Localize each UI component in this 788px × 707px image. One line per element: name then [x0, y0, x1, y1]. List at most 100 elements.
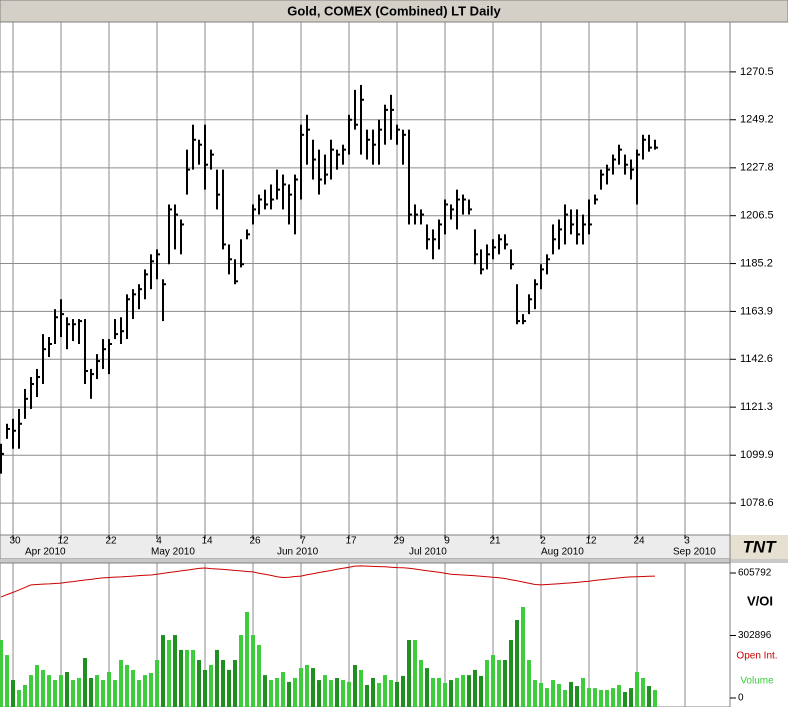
y-tick-label: 1249.2: [740, 114, 774, 126]
volume-bar: [89, 677, 93, 707]
volume-bar: [347, 681, 351, 707]
volume-bar: [611, 688, 615, 707]
volume-bar: [533, 680, 537, 707]
volume-bar: [503, 660, 507, 707]
volume-bar: [383, 675, 387, 707]
volume-bar: [563, 689, 567, 707]
x-tick-label: 29: [393, 536, 405, 547]
volume-bar: [617, 685, 621, 707]
volume-bar: [515, 620, 519, 707]
volume-bar: [551, 680, 555, 707]
y-tick-label: 1142.6: [740, 353, 773, 365]
volume-bar: [113, 680, 117, 707]
volume-bar: [269, 680, 273, 707]
y-tick-label: 302896: [738, 630, 772, 641]
month-label: Jul 2010: [409, 547, 447, 558]
volume-bar: [623, 692, 627, 707]
volume-bar: [437, 677, 441, 707]
volume-bar: [587, 688, 591, 707]
volume-bar: [101, 680, 105, 707]
x-tick-label: 7: [300, 536, 306, 547]
y-tick-label: 0: [738, 693, 744, 704]
y-tick-label: 1270.5: [740, 66, 774, 78]
volume-bar: [473, 669, 477, 707]
volume-bar: [287, 681, 291, 707]
volume-bar: [95, 675, 99, 707]
volume-bar: [479, 675, 483, 707]
volume-bar: [47, 675, 51, 707]
volume-bar: [461, 675, 465, 707]
volume-bar: [629, 688, 633, 707]
volume-bar: [17, 689, 21, 707]
volume-bar: [305, 664, 309, 707]
volume-bar: [317, 680, 321, 707]
panel-label: V/OI: [747, 593, 773, 608]
chart-title: Gold, COMEX (Combined) LT Daily: [287, 3, 501, 18]
volume-bar: [449, 680, 453, 707]
logo-box: [730, 535, 788, 559]
volume-bar: [491, 655, 495, 707]
volume-bar: [467, 675, 471, 707]
volume-bar: [605, 689, 609, 707]
volume-bar: [71, 680, 75, 707]
volume-bar: [371, 677, 375, 707]
volume-bar: [29, 675, 33, 707]
volume-bar: [653, 689, 657, 707]
volume-bar: [359, 669, 363, 707]
y-tick-label: 1121.3: [740, 401, 773, 413]
volume-bar: [143, 675, 147, 707]
volume-bar: [401, 675, 405, 707]
volume-bar: [11, 680, 15, 707]
volume-bar: [311, 668, 315, 707]
x-tick-label: 4: [156, 536, 162, 547]
x-tick-label: 26: [249, 536, 261, 547]
volume-bar: [23, 685, 27, 707]
volume-bar: [77, 677, 81, 707]
volume-bar: [545, 688, 549, 707]
volume-bar: [233, 660, 237, 707]
x-tick-label: 21: [489, 536, 501, 547]
volume-bar: [239, 635, 243, 707]
volume-bar: [197, 660, 201, 707]
volume-bar: [593, 688, 597, 707]
volume-bar: [455, 677, 459, 707]
legend-entry: Open Int.: [736, 651, 777, 662]
volume-bar: [281, 672, 285, 707]
x-tick-label: 2: [540, 536, 546, 547]
oi-line: [0, 565, 656, 598]
month-label: Apr 2010: [25, 547, 66, 558]
volume-bar: [521, 607, 525, 707]
volume-bar: [299, 668, 303, 707]
volume-bar: [119, 660, 123, 707]
volume-bar: [323, 675, 327, 707]
volume-bar: [443, 682, 447, 707]
volume-bar: [365, 685, 369, 707]
volume-bar: [557, 683, 561, 707]
volume-bar: [635, 672, 639, 707]
volume-bar: [581, 677, 585, 707]
month-label: Aug 2010: [541, 547, 584, 558]
x-tick-label: 22: [105, 536, 117, 547]
volume-bar: [203, 669, 207, 707]
volume-bar: [173, 635, 177, 707]
volume-bar: [599, 689, 603, 707]
logo: TNT: [742, 537, 777, 556]
volume-bar: [377, 682, 381, 707]
x-tick-label: 12: [585, 536, 597, 547]
x-tick-label: 3: [684, 536, 690, 547]
volume-bar: [413, 640, 417, 707]
volume-bar: [161, 635, 165, 707]
y-tick-label: 1227.8: [740, 162, 774, 174]
volume-bar: [191, 649, 195, 707]
volume-bar: [641, 677, 645, 707]
y-tick-label: 1078.6: [740, 497, 774, 509]
month-label: Jun 2010: [277, 547, 319, 558]
x-tick-label: 24: [633, 536, 645, 547]
month-label: Sep 2010: [673, 547, 716, 558]
volume-bar: [0, 640, 3, 707]
x-tick-label: 9: [444, 536, 450, 547]
volume-bar: [41, 669, 45, 707]
volume-bar: [275, 677, 279, 707]
volume-bar: [83, 657, 87, 707]
